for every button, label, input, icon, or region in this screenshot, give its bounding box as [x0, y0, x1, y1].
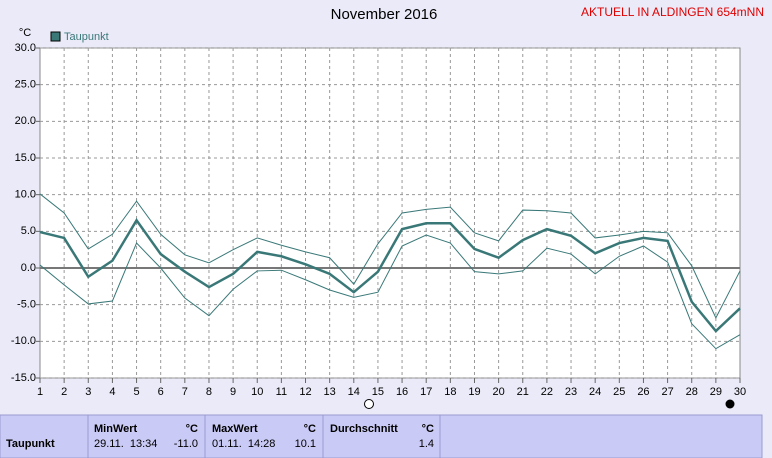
x-tick-label: 23 [565, 386, 577, 398]
x-tick-label: 11 [276, 386, 287, 398]
x-tick-label: 22 [541, 386, 553, 398]
x-tick-label: 30 [734, 386, 746, 398]
summary-table: Taupunkt MinWert °C 29.11. 13:34 -11.0 M… [0, 414, 763, 458]
x-tick-label: 24 [589, 386, 601, 398]
y-tick-label: -10.0 [11, 335, 36, 347]
x-tick-label: 2 [61, 386, 67, 398]
x-tick-label: 5 [133, 386, 139, 398]
x-tick-label: 12 [299, 386, 311, 398]
unit: °C [422, 423, 434, 435]
line [39, 218, 741, 333]
x-tick-label: 16 [396, 386, 408, 398]
line [39, 234, 741, 350]
header: Durchschnitt [330, 423, 398, 435]
x-tick-label: 27 [661, 386, 673, 398]
y-tick-label: 5.0 [21, 225, 36, 237]
x-tick-label: 20 [492, 386, 504, 398]
x-tick-label: 21 [517, 386, 529, 398]
y-tick-label: 10.0 [15, 189, 36, 201]
legend-swatch [50, 31, 61, 42]
x-tick-label: 15 [372, 386, 384, 398]
x-tick-label: 10 [251, 386, 263, 398]
legend-label: Taupunkt [64, 31, 109, 43]
chart-title: November 2016 [331, 6, 438, 23]
x-tick-label: 1 [37, 386, 43, 398]
y-tick-label: 30.0 [15, 42, 36, 54]
unit: °C [186, 423, 198, 435]
x-tick-label: 8 [206, 386, 212, 398]
row-label: Taupunkt [6, 438, 55, 450]
moon-full [364, 399, 374, 409]
x-tick-label: 28 [686, 386, 698, 398]
x-tick-label: 17 [420, 386, 432, 398]
unit: °C [304, 423, 316, 435]
time: 01.11. 14:28 [212, 438, 275, 450]
y-axis-label: °C [19, 27, 31, 39]
y-tick-label: 20.0 [15, 115, 36, 127]
value: 10.1 [295, 438, 316, 450]
x-tick-label: 3 [85, 386, 91, 398]
value: 1.4 [419, 438, 434, 450]
header: MaxWert [212, 423, 258, 435]
y-tick-label: 0.0 [21, 262, 36, 274]
x-tick-label: 19 [468, 386, 480, 398]
x-tick-label: 9 [230, 386, 236, 398]
x-tick-label: 18 [444, 386, 456, 398]
y-tick-label: -15.0 [11, 372, 36, 384]
y-tick-label: -5.0 [17, 299, 36, 311]
x-tick-label: 6 [158, 386, 164, 398]
plot-area [39, 47, 741, 379]
x-tick-label: 14 [348, 386, 360, 398]
header: MinWert [94, 423, 138, 435]
x-tick-label: 26 [637, 386, 649, 398]
plot: -15.0 -10.0 -5.0 0.0 5.0 10.0 15.0 20.0 25.0 30.0… [11, 31, 746, 398]
x-tick-label: 13 [324, 386, 336, 398]
moon-new [725, 399, 735, 409]
table-bg [0, 414, 763, 458]
line [39, 193, 741, 320]
subtitle: AKTUELL IN ALDINGEN 654mNN [581, 5, 764, 19]
x-tick-label: 7 [182, 386, 188, 398]
x-tick-label: 4 [109, 386, 115, 398]
time: 29.11. 13:34 [94, 438, 157, 450]
value: -11.0 [174, 438, 198, 450]
x-tick-label: 29 [710, 386, 722, 398]
y-tick-label: 25.0 [15, 79, 36, 91]
x-tick-label: 25 [613, 386, 625, 398]
y-tick-label: 15.0 [15, 152, 36, 164]
